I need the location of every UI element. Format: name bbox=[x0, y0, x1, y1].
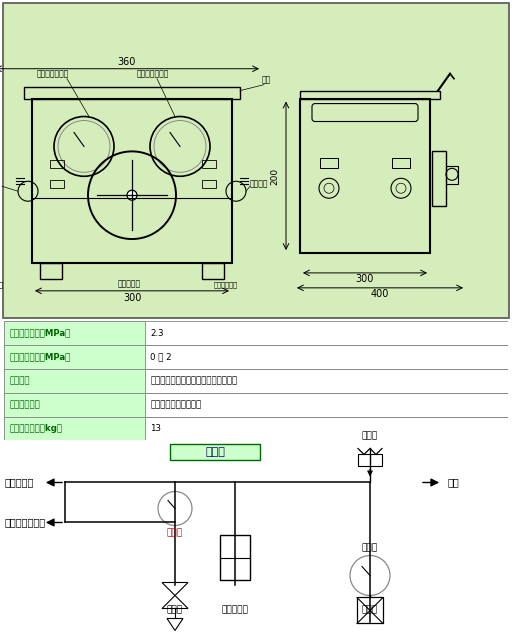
Text: 400: 400 bbox=[371, 289, 389, 299]
Text: 標　準　器: 標 準 器 bbox=[5, 477, 34, 488]
Text: 300: 300 bbox=[123, 293, 141, 303]
Bar bbox=[300, 99, 430, 253]
Bar bbox=[202, 160, 216, 168]
Text: 入力圧: 入力圧 bbox=[362, 544, 378, 553]
Text: 出力圧用圧力計: 出力圧用圧力計 bbox=[37, 70, 69, 79]
Text: 入力弁: 入力弁 bbox=[362, 605, 378, 614]
Bar bbox=[4, 393, 508, 417]
Text: 出力圧: 出力圧 bbox=[167, 529, 183, 538]
Bar bbox=[170, 444, 260, 460]
Bar bbox=[50, 180, 64, 188]
Bar bbox=[392, 158, 410, 168]
Text: 360: 360 bbox=[118, 57, 136, 67]
Bar bbox=[4, 393, 145, 417]
Text: 最大入力圧力（MPa）: 最大入力圧力（MPa） bbox=[9, 329, 70, 337]
Circle shape bbox=[127, 190, 137, 200]
Bar bbox=[446, 166, 458, 184]
Text: 300: 300 bbox=[356, 274, 374, 284]
Bar bbox=[358, 455, 382, 466]
Text: 200: 200 bbox=[270, 167, 280, 185]
Bar bbox=[4, 417, 508, 440]
Bar bbox=[4, 321, 508, 345]
Text: 0 ～ 2: 0 ～ 2 bbox=[150, 353, 172, 361]
Text: 取手: 取手 bbox=[262, 75, 271, 84]
Text: 出力圧接続口: 出力圧接続口 bbox=[0, 282, 4, 289]
Bar bbox=[4, 369, 145, 393]
Text: 入力圧接続口: 入力圧接続口 bbox=[214, 282, 238, 289]
Bar bbox=[220, 536, 250, 580]
Bar bbox=[4, 345, 145, 369]
Text: 配管図: 配管図 bbox=[205, 448, 225, 457]
Text: 13: 13 bbox=[150, 424, 161, 433]
Text: モニタ圧力計: モニタ圧力計 bbox=[9, 401, 40, 409]
Text: 被　測　定　器: 被 測 定 器 bbox=[5, 518, 46, 527]
Bar bbox=[4, 321, 145, 345]
Text: 安全弁: 安全弁 bbox=[362, 431, 378, 440]
Bar bbox=[4, 345, 508, 369]
Text: 圧力調整範囲（MPa）: 圧力調整範囲（MPa） bbox=[9, 353, 70, 361]
Bar bbox=[24, 87, 240, 99]
Text: 入力圧用圧力計: 入力圧用圧力計 bbox=[137, 70, 169, 79]
Bar bbox=[32, 99, 232, 263]
Text: 排気弁: 排気弁 bbox=[167, 605, 183, 614]
Bar bbox=[202, 180, 216, 188]
Text: 手動ポンプ又は入力弁と排気弁による: 手動ポンプ又は入力弁と排気弁による bbox=[150, 377, 238, 385]
Text: 2.3: 2.3 bbox=[150, 329, 164, 337]
Text: 調圧方法: 調圧方法 bbox=[9, 377, 30, 385]
Bar bbox=[202, 263, 224, 279]
Bar bbox=[50, 160, 64, 168]
Text: 入力: 入力 bbox=[448, 477, 460, 488]
Bar bbox=[320, 158, 338, 168]
Bar bbox=[300, 91, 440, 99]
Text: 手動ポンプ: 手動ポンプ bbox=[118, 280, 141, 289]
Bar bbox=[40, 263, 62, 279]
Bar bbox=[4, 417, 145, 440]
Text: 質　　量　　（kg）: 質 量 （kg） bbox=[9, 424, 62, 433]
Text: 入力圧弁: 入力圧弁 bbox=[250, 179, 268, 188]
Bar bbox=[432, 151, 446, 206]
Text: 入力圧用及び出力圧用: 入力圧用及び出力圧用 bbox=[150, 401, 201, 409]
Bar bbox=[357, 598, 383, 623]
Text: 手動ポンプ: 手動ポンプ bbox=[222, 605, 248, 614]
Bar bbox=[4, 369, 508, 393]
